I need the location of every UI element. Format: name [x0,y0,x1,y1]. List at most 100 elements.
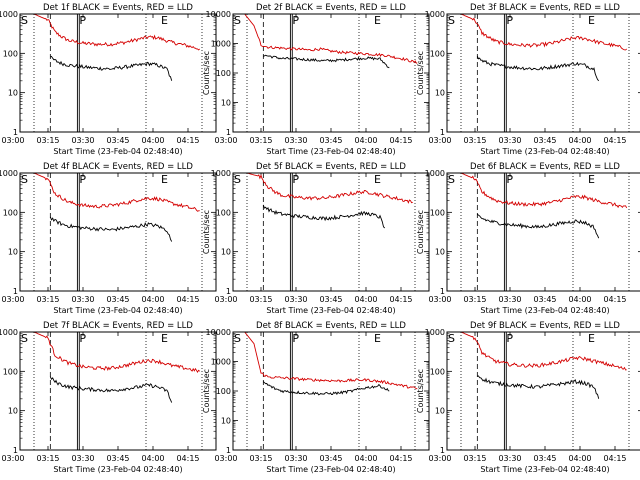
x-axis-label: Start Time (23-Feb-04 02:48:40) [266,306,395,315]
x-tick-label: 03:00 [214,295,237,304]
series-line-black [49,216,173,242]
plot-frame [446,172,640,292]
panel-4: Det 4f BLACK = Events, RED = LLD Counts/s… [0,162,217,315]
series-line-black [476,213,600,239]
marker-p: P [506,332,513,345]
series-line-red [447,172,628,209]
series-line-black [262,381,390,396]
plot-frame [19,172,217,292]
y-tick-label: 10 [221,248,231,257]
marker-e: E [588,14,595,27]
x-tick-label: 04:15 [389,295,412,304]
marker-e: E [161,14,168,27]
marker-e: E [374,14,381,27]
y-tick-label: 1 [226,128,231,137]
plot-frame [446,13,640,133]
x-axis-label: Start Time (23-Feb-04 02:48:40) [53,147,182,156]
panel-2: Det 2f BLACK = Events, RED = LLD Counts/s… [202,3,430,156]
panel-3: Det 3f BLACK = Events, RED = LLD Counts/s… [416,3,640,156]
marker-p: P [79,14,86,27]
panel-1: Det 1f BLACK = Events, RED = LLD Counts/s… [0,3,217,156]
y-tick-label: 10 [8,248,18,257]
marker-e: E [161,173,168,186]
marker-p: P [292,173,299,186]
panel-title: Det 8f BLACK = Events, RED = LLD [256,321,406,331]
y-tick-label: 1000 [211,358,231,367]
panel-7: Det 7f BLACK = Events, RED = LLD Counts/s… [0,321,217,474]
x-tick-label: 03:15 [463,136,486,145]
x-tick-label: 04:15 [389,136,412,145]
marker-p: P [79,173,86,186]
plot-frame [19,13,217,133]
y-tick-label: 10 [221,99,231,108]
marker-e: E [588,173,595,186]
x-tick-label: 03:00 [428,295,451,304]
y-tick-label: 1000 [0,169,18,178]
x-tick-label: 03:45 [106,295,129,304]
plot-frame [19,331,217,451]
marker-s: S [234,173,241,186]
series-line-red [20,172,200,212]
plot-frame [232,13,430,133]
series-line-black [49,376,173,403]
marker-p: P [506,14,513,27]
y-tick-label: 100 [430,49,445,58]
x-tick-label: 04:15 [603,136,626,145]
x-tick-label: 03:45 [106,454,129,463]
series-line-red [20,331,201,373]
x-tick-label: 03:00 [214,454,237,463]
y-axis-label: Counts/sec [202,51,211,95]
x-tick-label: 03:15 [463,295,486,304]
y-tick-label: 100 [430,367,445,376]
panel-title: Det 4f BLACK = Events, RED = LLD [43,162,193,172]
y-tick-label: 1000 [0,10,18,19]
plot-frame [232,331,430,451]
series-line-black [476,55,600,82]
x-axis-label: Start Time (23-Feb-04 02:48:40) [53,465,182,474]
marker-p: P [506,173,513,186]
x-tick-label: 04:15 [176,136,199,145]
panel-title: Det 3f BLACK = Events, RED = LLD [470,3,620,13]
marker-e: E [588,332,595,345]
x-tick-label: 04:15 [603,295,626,304]
y-tick-label: 100 [216,387,231,396]
y-tick-label: 10 [8,407,18,416]
x-axis-label: Start Time (23-Feb-04 02:48:40) [266,465,395,474]
y-tick-label: 10 [435,248,445,257]
marker-s: S [448,332,455,345]
series-line-red [447,331,627,371]
y-tick-label: 1000 [211,40,231,49]
y-axis-label: Counts/sec [416,369,425,413]
x-tick-label: 03:45 [319,136,342,145]
y-tick-label: 1000 [425,10,445,19]
panel-title: Det 6f BLACK = Events, RED = LLD [470,162,620,172]
x-tick-label: 03:00 [214,136,237,145]
y-tick-label: 1 [440,128,445,137]
x-tick-label: 04:00 [141,454,164,463]
y-tick-label: 1 [440,287,445,296]
x-tick-label: 03:15 [249,454,272,463]
marker-e: E [374,173,381,186]
x-tick-label: 04:00 [568,295,591,304]
marker-p: P [292,332,299,345]
x-tick-label: 03:45 [319,454,342,463]
series-line-red [20,13,201,51]
y-tick-label: 1000 [425,169,445,178]
x-tick-label: 04:15 [176,295,199,304]
marker-p: P [292,14,299,27]
x-axis-label: Start Time (23-Feb-04 02:48:40) [480,306,609,315]
x-tick-label: 03:30 [71,454,94,463]
y-axis-label: Counts/sec [202,210,211,254]
x-tick-label: 04:00 [141,136,164,145]
marker-s: S [21,14,28,27]
plot-frame [446,331,640,451]
x-tick-label: 03:15 [36,295,59,304]
x-tick-label: 04:00 [354,454,377,463]
series-line-red [233,13,418,64]
x-tick-label: 03:00 [428,136,451,145]
x-tick-label: 03:45 [106,136,129,145]
x-tick-label: 04:15 [603,454,626,463]
panel-9: Det 9f BLACK = Events, RED = LLD Counts/s… [416,321,640,474]
x-tick-label: 03:30 [498,136,521,145]
